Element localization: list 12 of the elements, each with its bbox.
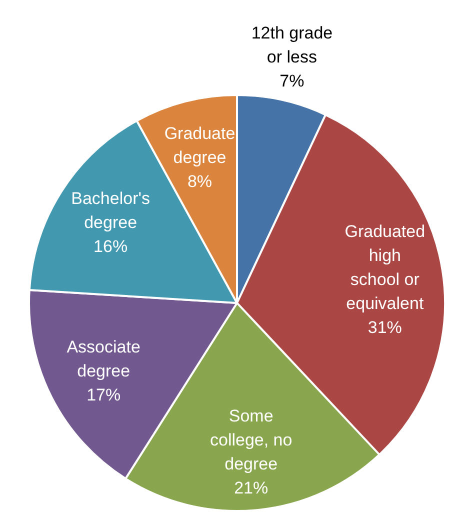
data-label: 16% [94, 237, 128, 256]
slice-label: Associate degree [66, 337, 140, 380]
data-label: 31% [368, 318, 402, 337]
slice-label: Graduate degree [164, 124, 236, 168]
slice-label: 12th grade or less [251, 23, 333, 66]
data-label: 7% [280, 71, 304, 90]
slice-label: Some college, no degree [210, 406, 292, 474]
slice-label: Bachelor's degree [71, 189, 150, 232]
data-label: 17% [86, 385, 121, 404]
data-label: 8% [187, 172, 212, 192]
slice-label: Graduated high school or equivalent [344, 222, 426, 313]
data-label: 21% [234, 478, 268, 498]
